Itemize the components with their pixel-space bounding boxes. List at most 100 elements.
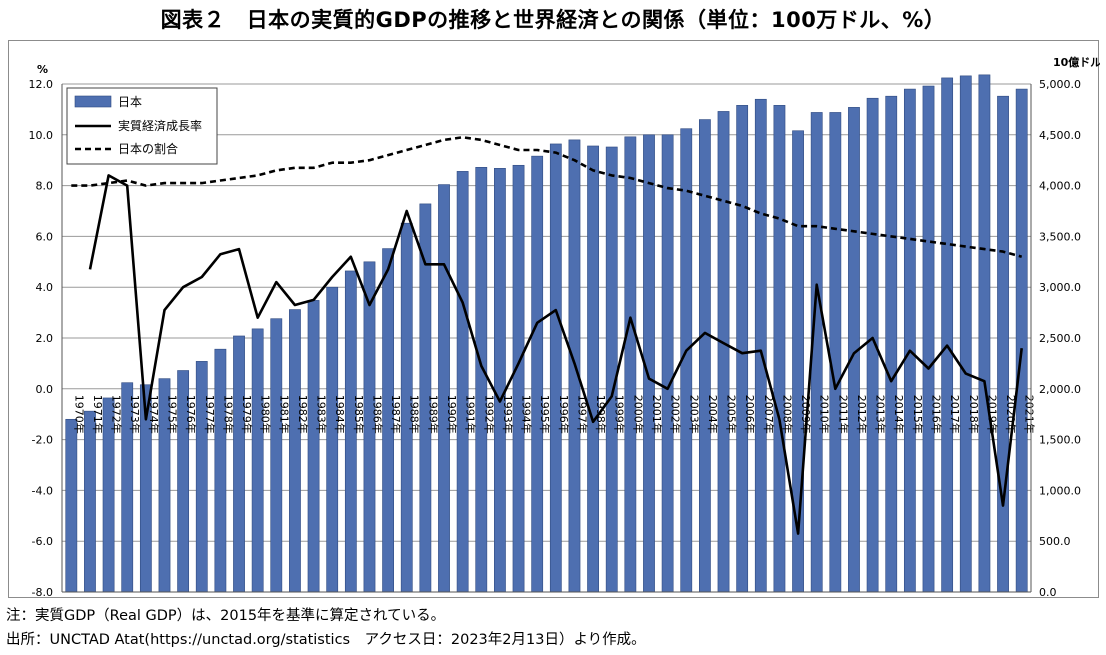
x-tick-label: 2000年 <box>631 395 645 434</box>
x-tick-label: 1998年 <box>594 395 608 434</box>
x-tick-label: 2013年 <box>874 395 888 434</box>
x-tick-label: 1981年 <box>277 395 291 434</box>
chart-plot: 1970年 1971年 1972年 1973年 1974年 1975年 1976年 1977年… <box>29 55 1101 599</box>
bar <box>270 318 283 593</box>
bar <box>978 74 991 593</box>
x-tick-label: 2004年 <box>706 395 720 434</box>
x-tick-label: 1985年 <box>352 395 366 434</box>
x-tick-label: 1991年 <box>464 395 478 434</box>
chart-title: 図表２ 日本の実質的GDPの推移と世界経済との関係（単位：100万ドル、%） <box>160 8 946 32</box>
right-tick-label: 2,500.0 <box>1039 332 1081 345</box>
x-tick-label: 2014年 <box>892 395 906 434</box>
right-tick-label: 1,000.0 <box>1039 484 1081 497</box>
x-axis-labels: 1970年 1971年 1972年 1973年 1974年 1975年 1976年 1977年… <box>72 395 1036 434</box>
x-tick-label: 1970年 <box>72 395 86 434</box>
x-tick-label: 1996年 <box>557 395 571 434</box>
x-tick-label: 1979年 <box>240 395 254 434</box>
bar <box>84 410 96 593</box>
x-tick-label: 2016年 <box>930 395 944 434</box>
x-tick-label: 1992年 <box>482 395 496 434</box>
share-line <box>71 136 1023 258</box>
x-tick-label: 1975年 <box>165 395 179 434</box>
x-tick-label: 1971年 <box>91 395 105 434</box>
x-tick-label: 1980年 <box>259 395 273 434</box>
legend-label: 日本 <box>118 95 142 109</box>
x-tick-label: 2005年 <box>725 395 739 434</box>
left-tick-label: -6.0 <box>32 535 53 548</box>
bar <box>624 136 637 593</box>
bar <box>885 95 898 593</box>
left-tick-label: -8.0 <box>32 586 53 599</box>
x-tick-label: 1972年 <box>110 395 124 434</box>
x-tick-label: 1976年 <box>184 395 198 434</box>
left-tick-label: 10.0 <box>29 129 54 142</box>
x-tick-label: 1995年 <box>538 395 552 434</box>
x-tick-label: 1993年 <box>501 395 515 434</box>
x-tick-label: 2012年 <box>855 395 869 434</box>
bar <box>326 286 339 593</box>
x-tick-label: 1978年 <box>221 395 235 434</box>
x-tick-label: 1988年 <box>408 395 422 434</box>
bar <box>997 95 1009 593</box>
chart-frame: 1970年 1971年 1972年 1973年 1974年 1975年 1976年 1977年… <box>8 40 1101 599</box>
right-tick-label: 4,000.0 <box>1039 180 1081 193</box>
bar <box>456 171 469 593</box>
left-axis-unit: % <box>37 63 48 76</box>
left-tick-label: -4.0 <box>32 484 53 497</box>
source-text: 出所：UNCTAD Atat(https://unctad.org/statis… <box>6 632 646 648</box>
bar <box>587 145 599 593</box>
x-tick-label: 1994年 <box>520 395 534 434</box>
x-tick-label: 1987年 <box>389 395 403 434</box>
left-tick-label: 8.0 <box>36 180 54 193</box>
bar <box>922 85 935 593</box>
x-tick-label: 2002年 <box>669 395 683 434</box>
right-tick-label: 500.0 <box>1039 535 1071 548</box>
bar <box>717 111 730 593</box>
x-tick-label: 1997年 <box>575 395 589 434</box>
bar <box>494 168 506 593</box>
note-text: 注：実質GDP（Real GDP）は、2015年を基準に算定されている。 <box>6 608 446 624</box>
bar <box>773 105 786 593</box>
bar <box>903 88 916 593</box>
bar <box>829 112 842 593</box>
x-tick-label: 2021年 <box>1023 395 1037 434</box>
bar <box>251 328 264 593</box>
left-tick-label: 4.0 <box>36 281 54 294</box>
right-tick-label: 4,500.0 <box>1039 129 1081 142</box>
x-tick-label: 2017年 <box>948 395 962 434</box>
right-tick-label: 0.0 <box>1039 586 1057 599</box>
bar <box>512 164 525 593</box>
x-tick-label: 1973年 <box>128 395 142 434</box>
growth-rate-line <box>88 174 1023 535</box>
bar <box>754 98 767 593</box>
right-tick-label: 2,000.0 <box>1039 383 1081 396</box>
right-axis-unit: 10億ドル <box>1053 55 1100 69</box>
bar <box>438 184 450 593</box>
bar <box>475 167 488 593</box>
bar <box>661 134 674 593</box>
x-tick-label: 2015年 <box>911 395 925 434</box>
bar <box>65 418 78 593</box>
bar <box>531 155 544 593</box>
x-tick-label: 1982年 <box>296 395 310 434</box>
line-series <box>71 136 1023 535</box>
bar <box>941 77 954 593</box>
bar <box>307 300 320 593</box>
right-tick-label: 3,000.0 <box>1039 281 1081 294</box>
x-tick-label: 1983年 <box>315 395 329 434</box>
x-tick-label: 1990年 <box>445 395 459 434</box>
bar <box>959 75 972 593</box>
x-tick-label: 2007年 <box>762 395 776 434</box>
x-tick-label: 2006年 <box>743 395 757 434</box>
left-tick-label: 6.0 <box>36 230 54 243</box>
bar <box>1015 88 1028 593</box>
x-tick-label: 2008年 <box>780 395 794 434</box>
left-tick-label: 0.0 <box>36 383 54 396</box>
bar <box>699 119 711 593</box>
legend-label: 日本の割合 <box>118 141 178 156</box>
x-tick-label: 1999年 <box>613 395 627 434</box>
bar <box>549 143 562 593</box>
axes: -8.0 -6.0 -4.0 -2.0 0.0 2.0 4.0 6.0 8.0 10.0 12.0 0… <box>29 55 1101 599</box>
x-tick-label: 1986年 <box>370 395 384 434</box>
